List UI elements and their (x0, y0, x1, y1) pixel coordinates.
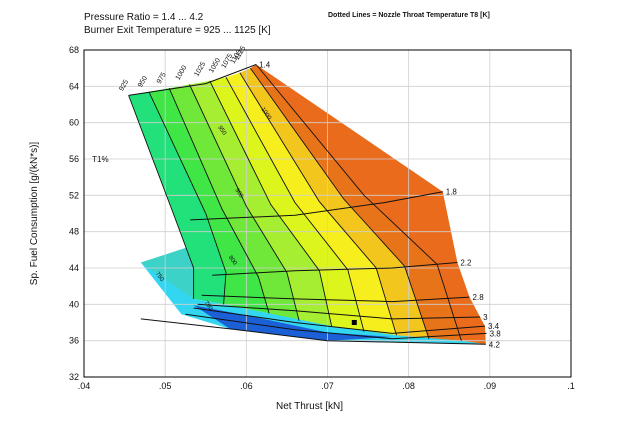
y-tick-label: 64 (69, 81, 79, 91)
pressure-ratio-line-3.4 (193, 307, 486, 334)
x-tick-label: .08 (402, 381, 415, 391)
x-axis-label: Net Thrust [kN] (276, 401, 343, 412)
operating-point-marker (351, 320, 357, 325)
temperature-label-925: 925 (118, 79, 130, 93)
temperature-lines (128, 64, 462, 341)
efficiency-label: T1% (92, 155, 108, 164)
plot-frame (83, 49, 572, 378)
axis-ticks: .04 .05 .06 .07 .08 .09 .1 32 36 40 44 48 52 56 60 64 68… (29, 45, 575, 412)
pressure-ratio-label-1.8: 1.8 (446, 188, 458, 197)
temperature-line-1100 (250, 67, 430, 339)
temperature-label-1000: 1000 (175, 64, 189, 81)
pressure-ratio-line-2.2 (212, 262, 458, 276)
x-tick-label: .06 (240, 381, 253, 391)
fill-band-1100 (239, 68, 429, 339)
pressure-ratio-label-1.4: 1.4 (259, 61, 271, 70)
y-tick-label: 48 (69, 227, 79, 237)
y-tick-label: 32 (69, 372, 79, 382)
y-tick-label: 60 (69, 118, 79, 128)
y-tick-label: 40 (69, 299, 79, 309)
nozzle-contour-label-750: 750 (154, 271, 165, 283)
chart-fill-bands (128, 64, 486, 345)
y-tick-label: 56 (69, 154, 79, 164)
temperature-label-950: 950 (137, 75, 149, 89)
nozzle-contour-label-900: 900 (233, 188, 244, 200)
pressure-ratio-line-3.8 (185, 313, 487, 340)
x-tick-label: .05 (159, 381, 172, 391)
fill-band-975 (148, 88, 270, 314)
temperature-label-1025: 1025 (193, 61, 207, 78)
pressure-ratio-label-3.8: 3.8 (490, 329, 502, 338)
nozzle-contour-label-800: 800 (227, 255, 238, 267)
pressure-ratio-lines (128, 64, 487, 345)
temperature-line-1050 (225, 77, 365, 332)
pressure-ratio-label-2.2: 2.2 (460, 259, 472, 268)
pressure-ratio-label-2.8: 2.8 (473, 293, 485, 302)
x-tick-label: .04 (78, 381, 91, 391)
pressure-ratio-label-4.2: 4.2 (489, 340, 501, 349)
temperature-label-975: 975 (156, 71, 168, 85)
temperature-label-1125: 1125 (234, 45, 248, 62)
fill-band-950 (128, 91, 226, 305)
chart-title: Pressure Ratio = 1.4 ... 4.2 (84, 12, 204, 23)
pressure-ratio-line-2.8 (201, 294, 470, 303)
temperature-line-925 (128, 95, 195, 299)
fill-band-1000 (169, 84, 300, 321)
pressure-ratio-line-4.2 (140, 318, 486, 345)
pressure-ratio-line-3 (197, 303, 481, 320)
fill-band-1075 (226, 72, 397, 336)
grid-lines (84, 50, 571, 377)
pressure-ratio-line-1.8 (190, 191, 443, 221)
chart-annotation: Dotted Lines = Nozzle Throat Temperature… (328, 12, 490, 19)
pressure-ratio-label-3.4: 3.4 (488, 322, 500, 331)
x-tick-label: .09 (484, 381, 497, 391)
chart-subtitle: Burner Exit Temperature = 925 ... 1125 [… (84, 25, 271, 36)
nozzle-contour-label-700: 700 (202, 300, 213, 312)
temperature-line-975 (168, 88, 270, 314)
temperature-line-1000 (189, 84, 300, 321)
temperature-line-950 (148, 91, 227, 305)
y-tick-label: 44 (69, 263, 79, 273)
temperature-line-1125 (255, 64, 462, 341)
nozzle-contour-label-950: 950 (216, 125, 227, 137)
pressure-ratio-line-1.4 (128, 64, 257, 96)
y-tick-label: 36 (69, 336, 79, 346)
y-axis-label: Sp. Fuel Consumption [g/(kN*s)] (29, 142, 40, 286)
fill-band-orange (256, 64, 486, 345)
temperature-line-1025 (209, 80, 333, 327)
y-tick-label: 52 (69, 190, 79, 200)
pressure-ratio-label-3: 3 (483, 313, 488, 322)
fill-band-1025 (189, 80, 332, 327)
temperature-line-1075 (239, 72, 397, 336)
y-tick-label: 68 (69, 45, 79, 55)
x-tick-label: .07 (321, 381, 334, 391)
x-tick-label: .1 (567, 381, 575, 391)
